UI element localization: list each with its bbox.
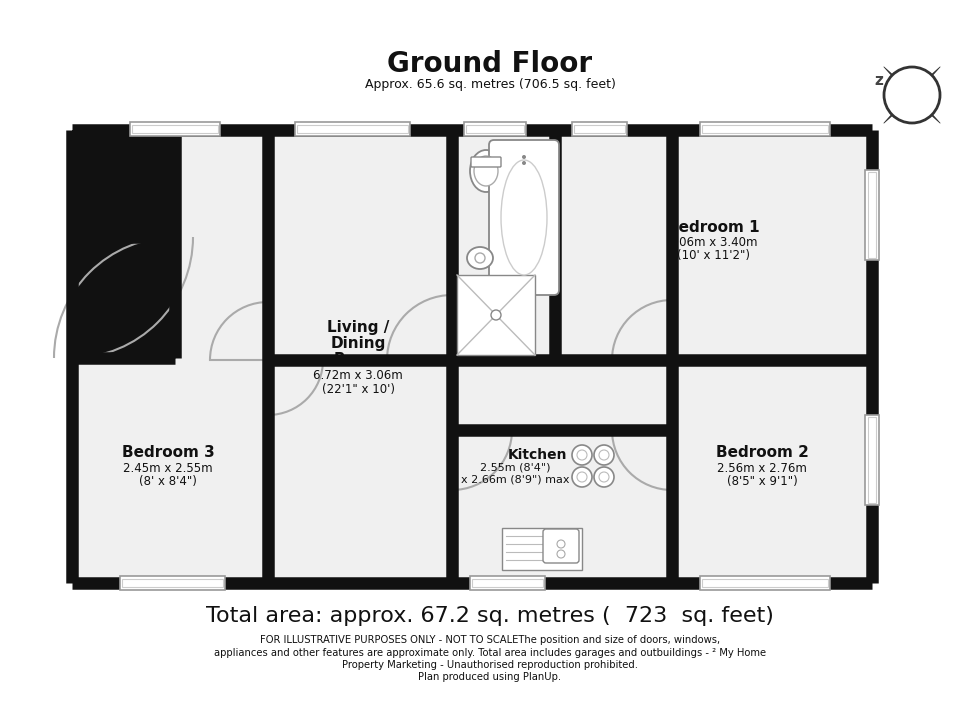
Text: 2.56m x 2.76m: 2.56m x 2.76m — [717, 461, 807, 474]
Polygon shape — [915, 98, 940, 123]
Text: Bedroom 2: Bedroom 2 — [715, 445, 808, 460]
Text: Dining: Dining — [330, 336, 386, 351]
Bar — [574, 125, 625, 133]
Text: 3.06m x 3.40m: 3.06m x 3.40m — [668, 236, 758, 249]
Text: Plan produced using PlanUp.: Plan produced using PlanUp. — [418, 672, 562, 682]
Text: Property Marketing - Unauthorised reproduction prohibited.: Property Marketing - Unauthorised reprod… — [342, 660, 638, 670]
Text: Room: Room — [334, 352, 382, 367]
Ellipse shape — [501, 160, 547, 275]
Polygon shape — [884, 67, 908, 92]
Text: Bedroom 1: Bedroom 1 — [666, 220, 760, 235]
Bar — [295, 122, 410, 136]
Text: Bedroom 3: Bedroom 3 — [122, 445, 215, 460]
Circle shape — [572, 445, 592, 465]
FancyBboxPatch shape — [471, 157, 501, 167]
Circle shape — [491, 310, 501, 320]
Text: (22'1" x 10'): (22'1" x 10') — [321, 383, 395, 396]
Bar — [700, 122, 830, 136]
Bar — [72, 130, 175, 358]
Circle shape — [594, 445, 614, 465]
Text: 6.72m x 3.06m: 6.72m x 3.06m — [314, 369, 403, 382]
Circle shape — [594, 467, 614, 487]
Bar — [457, 275, 535, 355]
FancyBboxPatch shape — [489, 140, 559, 295]
Bar — [865, 170, 879, 260]
Text: Kitchen: Kitchen — [508, 448, 566, 462]
Text: Ground Floor: Ground Floor — [387, 50, 593, 78]
Bar — [297, 125, 408, 133]
Circle shape — [884, 67, 940, 123]
Ellipse shape — [470, 150, 502, 192]
Bar — [572, 122, 627, 136]
Ellipse shape — [467, 247, 493, 269]
Text: 2.55m (8'4"): 2.55m (8'4") — [480, 462, 550, 472]
Circle shape — [572, 467, 592, 487]
Text: x 2.66m (8'9") max: x 2.66m (8'9") max — [461, 475, 569, 485]
FancyBboxPatch shape — [543, 529, 579, 563]
Ellipse shape — [474, 156, 498, 186]
Bar — [130, 122, 220, 136]
Bar — [702, 579, 828, 587]
Circle shape — [599, 450, 609, 460]
Bar — [120, 576, 225, 590]
Bar — [865, 415, 879, 505]
Circle shape — [522, 161, 526, 165]
Circle shape — [577, 450, 587, 460]
Circle shape — [599, 472, 609, 482]
Text: Approx. 65.6 sq. metres (706.5 sq. feet): Approx. 65.6 sq. metres (706.5 sq. feet) — [365, 78, 615, 91]
Circle shape — [522, 155, 526, 159]
Text: (8'5" x 9'1"): (8'5" x 9'1") — [726, 474, 798, 488]
Bar — [464, 122, 526, 136]
Bar — [466, 125, 524, 133]
Polygon shape — [884, 98, 908, 123]
Polygon shape — [915, 67, 940, 92]
Bar — [470, 576, 545, 590]
Bar — [72, 130, 872, 583]
Bar — [502, 528, 582, 570]
Bar — [868, 172, 876, 258]
Text: FOR ILLUSTRATIVE PURPOSES ONLY - NOT TO SCALEThe position and size of doors, win: FOR ILLUSTRATIVE PURPOSES ONLY - NOT TO … — [260, 635, 720, 645]
Text: (8' x 8'4"): (8' x 8'4") — [139, 474, 197, 488]
Bar — [132, 125, 218, 133]
Text: appliances and other features are approximate only. Total area includes garages : appliances and other features are approx… — [214, 648, 766, 658]
Text: (10' x 11'2"): (10' x 11'2") — [676, 249, 750, 263]
Bar — [700, 576, 830, 590]
Text: Total area: approx. 67.2 sq. metres (  723  sq. feet): Total area: approx. 67.2 sq. metres ( 72… — [206, 606, 774, 626]
Text: Living /: Living / — [326, 320, 389, 335]
Bar — [122, 579, 223, 587]
Text: z: z — [874, 73, 883, 88]
Bar — [472, 579, 543, 587]
Circle shape — [577, 472, 587, 482]
Bar — [868, 417, 876, 503]
Bar — [702, 125, 828, 133]
Text: 2.45m x 2.55m: 2.45m x 2.55m — [123, 461, 213, 474]
